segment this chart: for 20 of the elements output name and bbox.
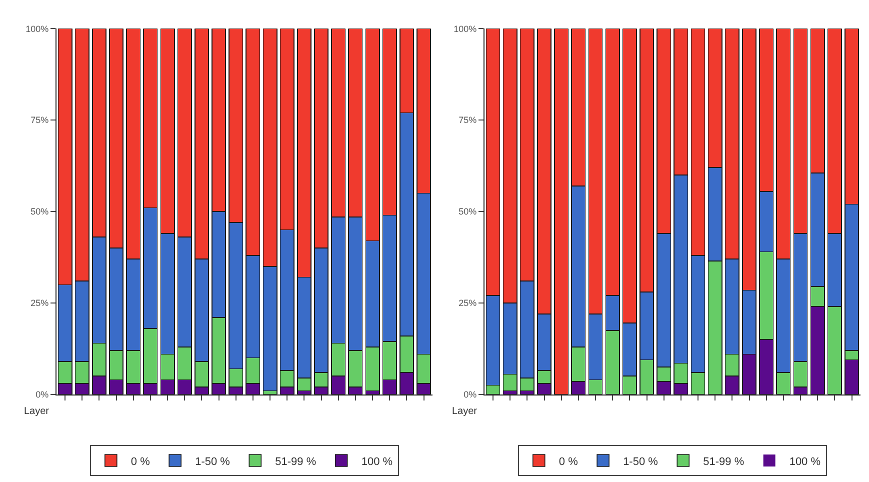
- y-tick-label: 100%: [454, 24, 477, 34]
- legend-label: 1-50 %: [195, 456, 230, 468]
- y-tick-label: 50%: [30, 206, 49, 217]
- legend-label: 0 %: [558, 456, 578, 468]
- legend-label: 51-99 %: [275, 456, 316, 468]
- legend-label: 100 %: [789, 456, 821, 468]
- y-tick-label: 75%: [458, 115, 477, 126]
- y-tick-label: 100%: [26, 24, 49, 34]
- y-tick-label: 0%: [36, 390, 49, 400]
- y-tick-label: 50%: [458, 206, 477, 217]
- y-tick-label: 25%: [458, 298, 477, 308]
- x-axis-title: Layer: [24, 406, 50, 417]
- legend-label: 1-50 %: [623, 456, 658, 468]
- y-tick-label: 0%: [464, 390, 477, 400]
- y-tick-label: 25%: [30, 298, 49, 308]
- legend-label: 0 %: [130, 456, 150, 468]
- legend-label: 51-99 %: [703, 456, 744, 468]
- x-axis-title: Layer: [452, 406, 478, 417]
- y-tick-label: 75%: [30, 115, 49, 126]
- legend-label: 100 %: [361, 456, 393, 468]
